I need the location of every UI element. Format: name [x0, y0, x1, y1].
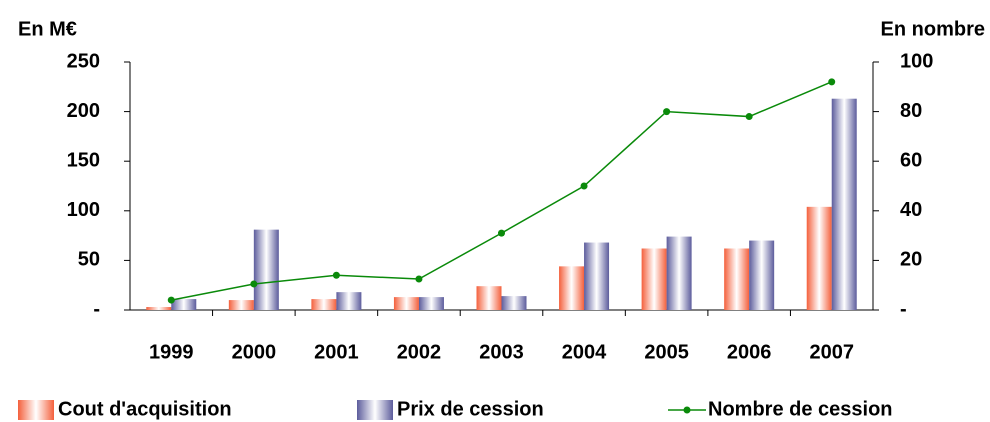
bar	[501, 296, 527, 310]
bar	[749, 240, 775, 310]
y2-tick-label: -	[900, 298, 907, 320]
line-marker	[250, 280, 258, 288]
y2-tick-label: 100	[900, 50, 933, 72]
bar	[311, 299, 337, 310]
y-tick-label: -	[93, 298, 100, 320]
bar	[171, 299, 197, 310]
y-tick-label: 250	[67, 50, 100, 72]
x-tick-label: 2004	[562, 341, 607, 363]
x-tick-label: 2000	[232, 341, 277, 363]
y2-tick-label: 60	[900, 149, 922, 171]
y2-axis-title: En nombre	[881, 18, 985, 40]
y2-tick-label: 80	[900, 100, 922, 122]
y-tick-label: 200	[67, 100, 100, 122]
x-tick-label: 2005	[644, 341, 689, 363]
bar	[336, 292, 362, 310]
bar	[253, 229, 279, 310]
bar	[641, 248, 667, 310]
legend-label: Cout d'acquisition	[58, 398, 232, 420]
x-tick-label: 2003	[479, 341, 524, 363]
legend-swatch	[18, 400, 54, 420]
line-marker	[498, 229, 505, 237]
x-tick-label: 2002	[397, 341, 442, 363]
bar	[476, 286, 502, 310]
bar	[228, 300, 254, 310]
line-marker	[580, 182, 588, 190]
line-marker	[332, 271, 340, 279]
x-tick-label: 2006	[727, 341, 772, 363]
bar	[806, 206, 832, 310]
legend-swatch	[357, 400, 393, 420]
y-tick-label: 100	[67, 199, 100, 221]
line-marker	[745, 113, 753, 121]
y-tick-label: 150	[67, 149, 100, 171]
bar	[584, 242, 610, 310]
x-tick-label: 2007	[809, 341, 854, 363]
legend-label: Nombre de cession	[708, 398, 893, 420]
bar	[393, 297, 419, 310]
bar	[666, 236, 692, 310]
y-axis-title: En M€	[18, 18, 77, 40]
bar	[559, 266, 585, 310]
bar	[831, 98, 857, 310]
y2-tick-label: 40	[900, 199, 922, 221]
line-marker	[828, 78, 836, 86]
legend-label: Prix de cession	[397, 398, 544, 420]
line-marker	[167, 296, 175, 304]
y-tick-label: 50	[78, 249, 100, 271]
line-marker	[415, 275, 423, 283]
x-tick-label: 1999	[149, 341, 194, 363]
bar	[418, 297, 444, 310]
bar	[724, 248, 750, 310]
bar	[146, 307, 172, 310]
x-tick-label: 2001	[314, 341, 359, 363]
legend-marker	[683, 406, 691, 414]
y2-tick-label: 20	[900, 249, 922, 271]
line-marker	[663, 108, 671, 116]
